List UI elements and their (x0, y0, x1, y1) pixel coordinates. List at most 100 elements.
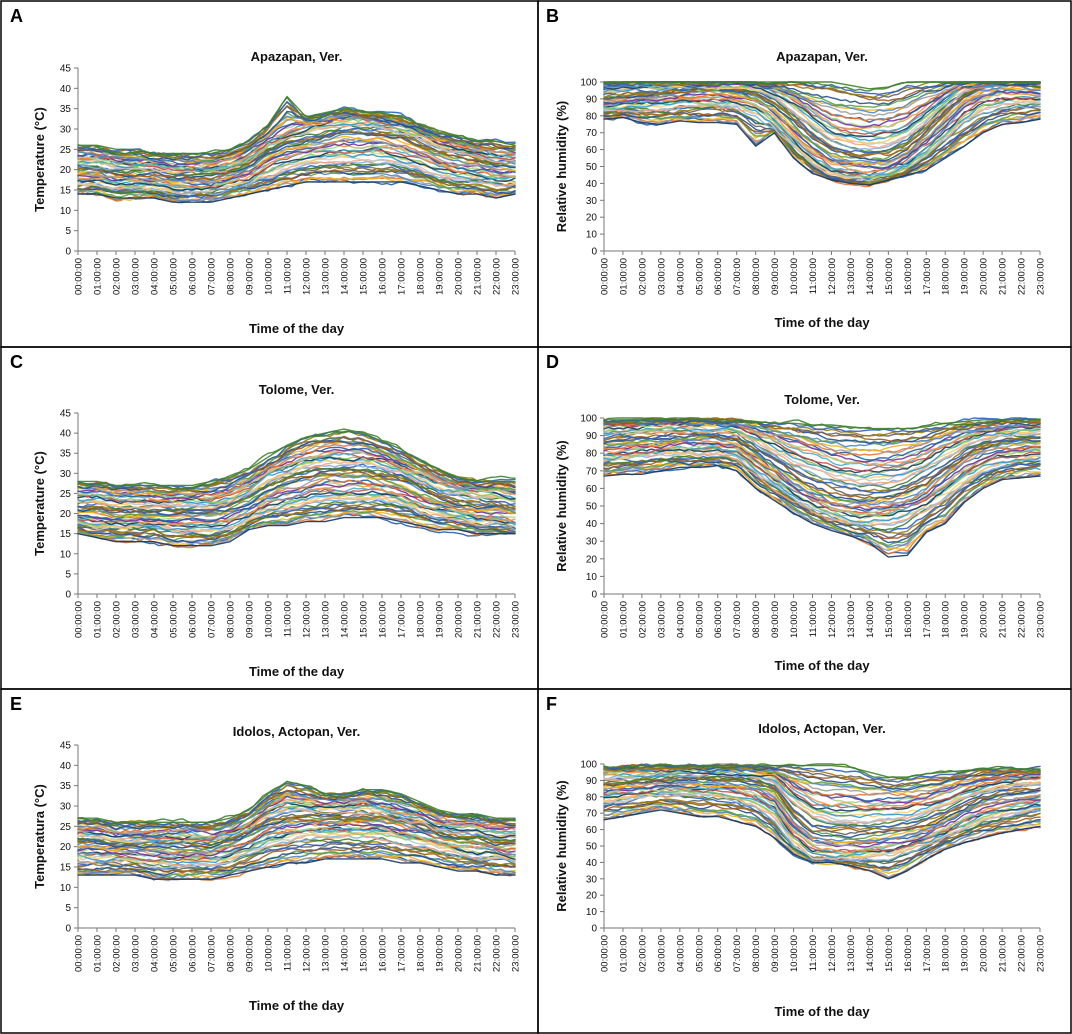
x-tick-label-b: 18:00:00 (941, 258, 952, 295)
x-tick-label-b: 08:00:00 (751, 258, 762, 295)
x-tick-label-a: 12:00:00 (302, 258, 313, 295)
series-line-d-max (603, 419, 1041, 430)
y-tick-label-c: 15 (60, 529, 72, 540)
x-tick-label-e: 23:00:00 (511, 935, 522, 972)
x-tick-label-f: 04:00:00 (675, 935, 686, 972)
x-tick-label-f: 21:00:00 (998, 935, 1009, 972)
x-tick-label-f: 09:00:00 (770, 935, 781, 972)
y-tick-label-c: 35 (60, 449, 72, 460)
y-tick-label-e: 40 (60, 761, 72, 772)
x-tick-label-b: 21:00:00 (998, 258, 1009, 295)
series-line-c (77, 466, 516, 513)
x-tick-label-c: 11:00:00 (283, 601, 294, 637)
y-tick-label-b: 70 (586, 128, 598, 139)
x-tick-label-c: 08:00:00 (226, 601, 237, 638)
x-tick-label-b: 06:00:00 (713, 258, 724, 295)
y-tick-label-b: 0 (591, 247, 597, 258)
x-tick-label-a: 05:00:00 (169, 258, 180, 295)
series-line-b-min (603, 116, 1041, 186)
y-tick-label-d: 100 (580, 414, 597, 425)
series-line-e (77, 782, 516, 827)
x-tick-label-d: 15:00:00 (884, 601, 895, 638)
series-line-d (603, 418, 1041, 445)
chart-b: Apazapan, Ver. 0 10 20 30 40 50 60 70 80 90 100 00:0… (554, 49, 1047, 330)
panel-letter-f: F (546, 694, 557, 714)
series-line-b (603, 92, 1041, 174)
y-tick-label-c: 25 (60, 489, 72, 500)
x-tick-label-c: 06:00:00 (188, 601, 199, 638)
x-tick-label-d: 12:00:00 (827, 601, 838, 638)
series-line-a (77, 109, 516, 162)
y-axis-title-e: Temperatura (°C) (32, 784, 47, 889)
x-tick-label-a: 07:00:00 (207, 258, 218, 295)
y-tick-label-d: 40 (586, 519, 598, 530)
chart-title-f: Idolos, Actopan, Ver. (758, 721, 885, 736)
y-tick-label-d: 50 (586, 502, 598, 513)
y-tick-label-b: 10 (586, 230, 598, 241)
series-line-e (77, 845, 516, 876)
x-tick-label-b: 04:00:00 (675, 258, 686, 295)
x-tick-label-b: 07:00:00 (732, 258, 743, 295)
y-tick-label-d: 90 (586, 431, 598, 442)
series-line-a (77, 137, 516, 182)
x-tick-label-c: 09:00:00 (245, 601, 256, 638)
x-tick-label-f: 14:00:00 (865, 935, 876, 972)
series-line-c-max (77, 428, 516, 487)
series-line-a (77, 160, 516, 196)
x-tick-label-b: 01:00:00 (618, 258, 629, 295)
y-tick-label-e: 25 (60, 822, 72, 833)
y-tick-label-a: 35 (60, 104, 72, 115)
x-tick-label-d: 19:00:00 (960, 601, 971, 638)
y-tick-label-c: 0 (65, 590, 71, 601)
x-tick-label-e: 03:00:00 (131, 935, 142, 972)
y-tick-label-b: 100 (580, 78, 597, 89)
series-line-f (603, 776, 1041, 835)
series-line-e (77, 824, 516, 857)
x-tick-label-e: 09:00:00 (245, 935, 256, 972)
y-tick-label-f: 40 (586, 858, 598, 869)
series-line-c (77, 507, 516, 544)
x-tick-label-f: 18:00:00 (941, 935, 952, 972)
x-tick-label-d: 03:00:00 (656, 601, 667, 638)
x-tick-label-a: 20:00:00 (454, 258, 465, 295)
panel-letter-d: D (546, 352, 559, 372)
x-tick-label-b: 14:00:00 (865, 258, 876, 295)
x-tick-label-c: 01:00:00 (93, 601, 104, 638)
series-line-f (603, 775, 1041, 836)
x-tick-label-e: 00:00:00 (74, 935, 85, 972)
series-line-a (77, 153, 516, 192)
x-tick-label-c: 20:00:00 (454, 601, 465, 638)
x-tick-label-e: 14:00:00 (340, 935, 351, 972)
series-group-d (603, 417, 1041, 558)
x-tick-label-c: 00:00:00 (74, 601, 85, 638)
x-tick-label-b: 10:00:00 (789, 258, 800, 295)
x-tick-label-a: 14:00:00 (340, 258, 351, 295)
x-tick-label-e: 16:00:00 (378, 935, 389, 972)
x-tick-label-b: 15:00:00 (884, 258, 895, 295)
x-tick-label-b: 03:00:00 (656, 258, 667, 295)
y-tick-label-b: 20 (586, 213, 598, 224)
panel-letter-c: C (10, 352, 23, 372)
y-tick-label-a: 5 (65, 226, 71, 237)
x-tick-label-c: 14:00:00 (340, 601, 351, 638)
x-tick-label-a: 01:00:00 (93, 258, 104, 295)
series-line-f (603, 780, 1041, 842)
series-line-a (77, 155, 516, 196)
series-line-d (603, 438, 1041, 509)
x-tick-label-d: 18:00:00 (941, 601, 952, 638)
x-tick-label-c: 19:00:00 (435, 601, 446, 638)
x-tick-label-d: 20:00:00 (979, 601, 990, 638)
y-axis-title-a: Temperature (°C) (32, 107, 47, 212)
x-tick-label-d: 17:00:00 (922, 601, 933, 638)
series-group-f (603, 763, 1041, 880)
x-tick-label-b: 12:00:00 (827, 258, 838, 295)
x-tick-label-a: 17:00:00 (397, 258, 408, 295)
panel-letter-e: E (10, 694, 22, 714)
y-tick-label-e: 0 (65, 924, 71, 935)
chart-c: Tolome, Ver. 0 5 10 15 20 25 30 35 40 45 00:00:00 01… (32, 382, 522, 679)
series-line-e (77, 826, 516, 862)
x-tick-label-b: 17:00:00 (922, 258, 933, 295)
x-tick-label-b: 16:00:00 (903, 258, 914, 295)
